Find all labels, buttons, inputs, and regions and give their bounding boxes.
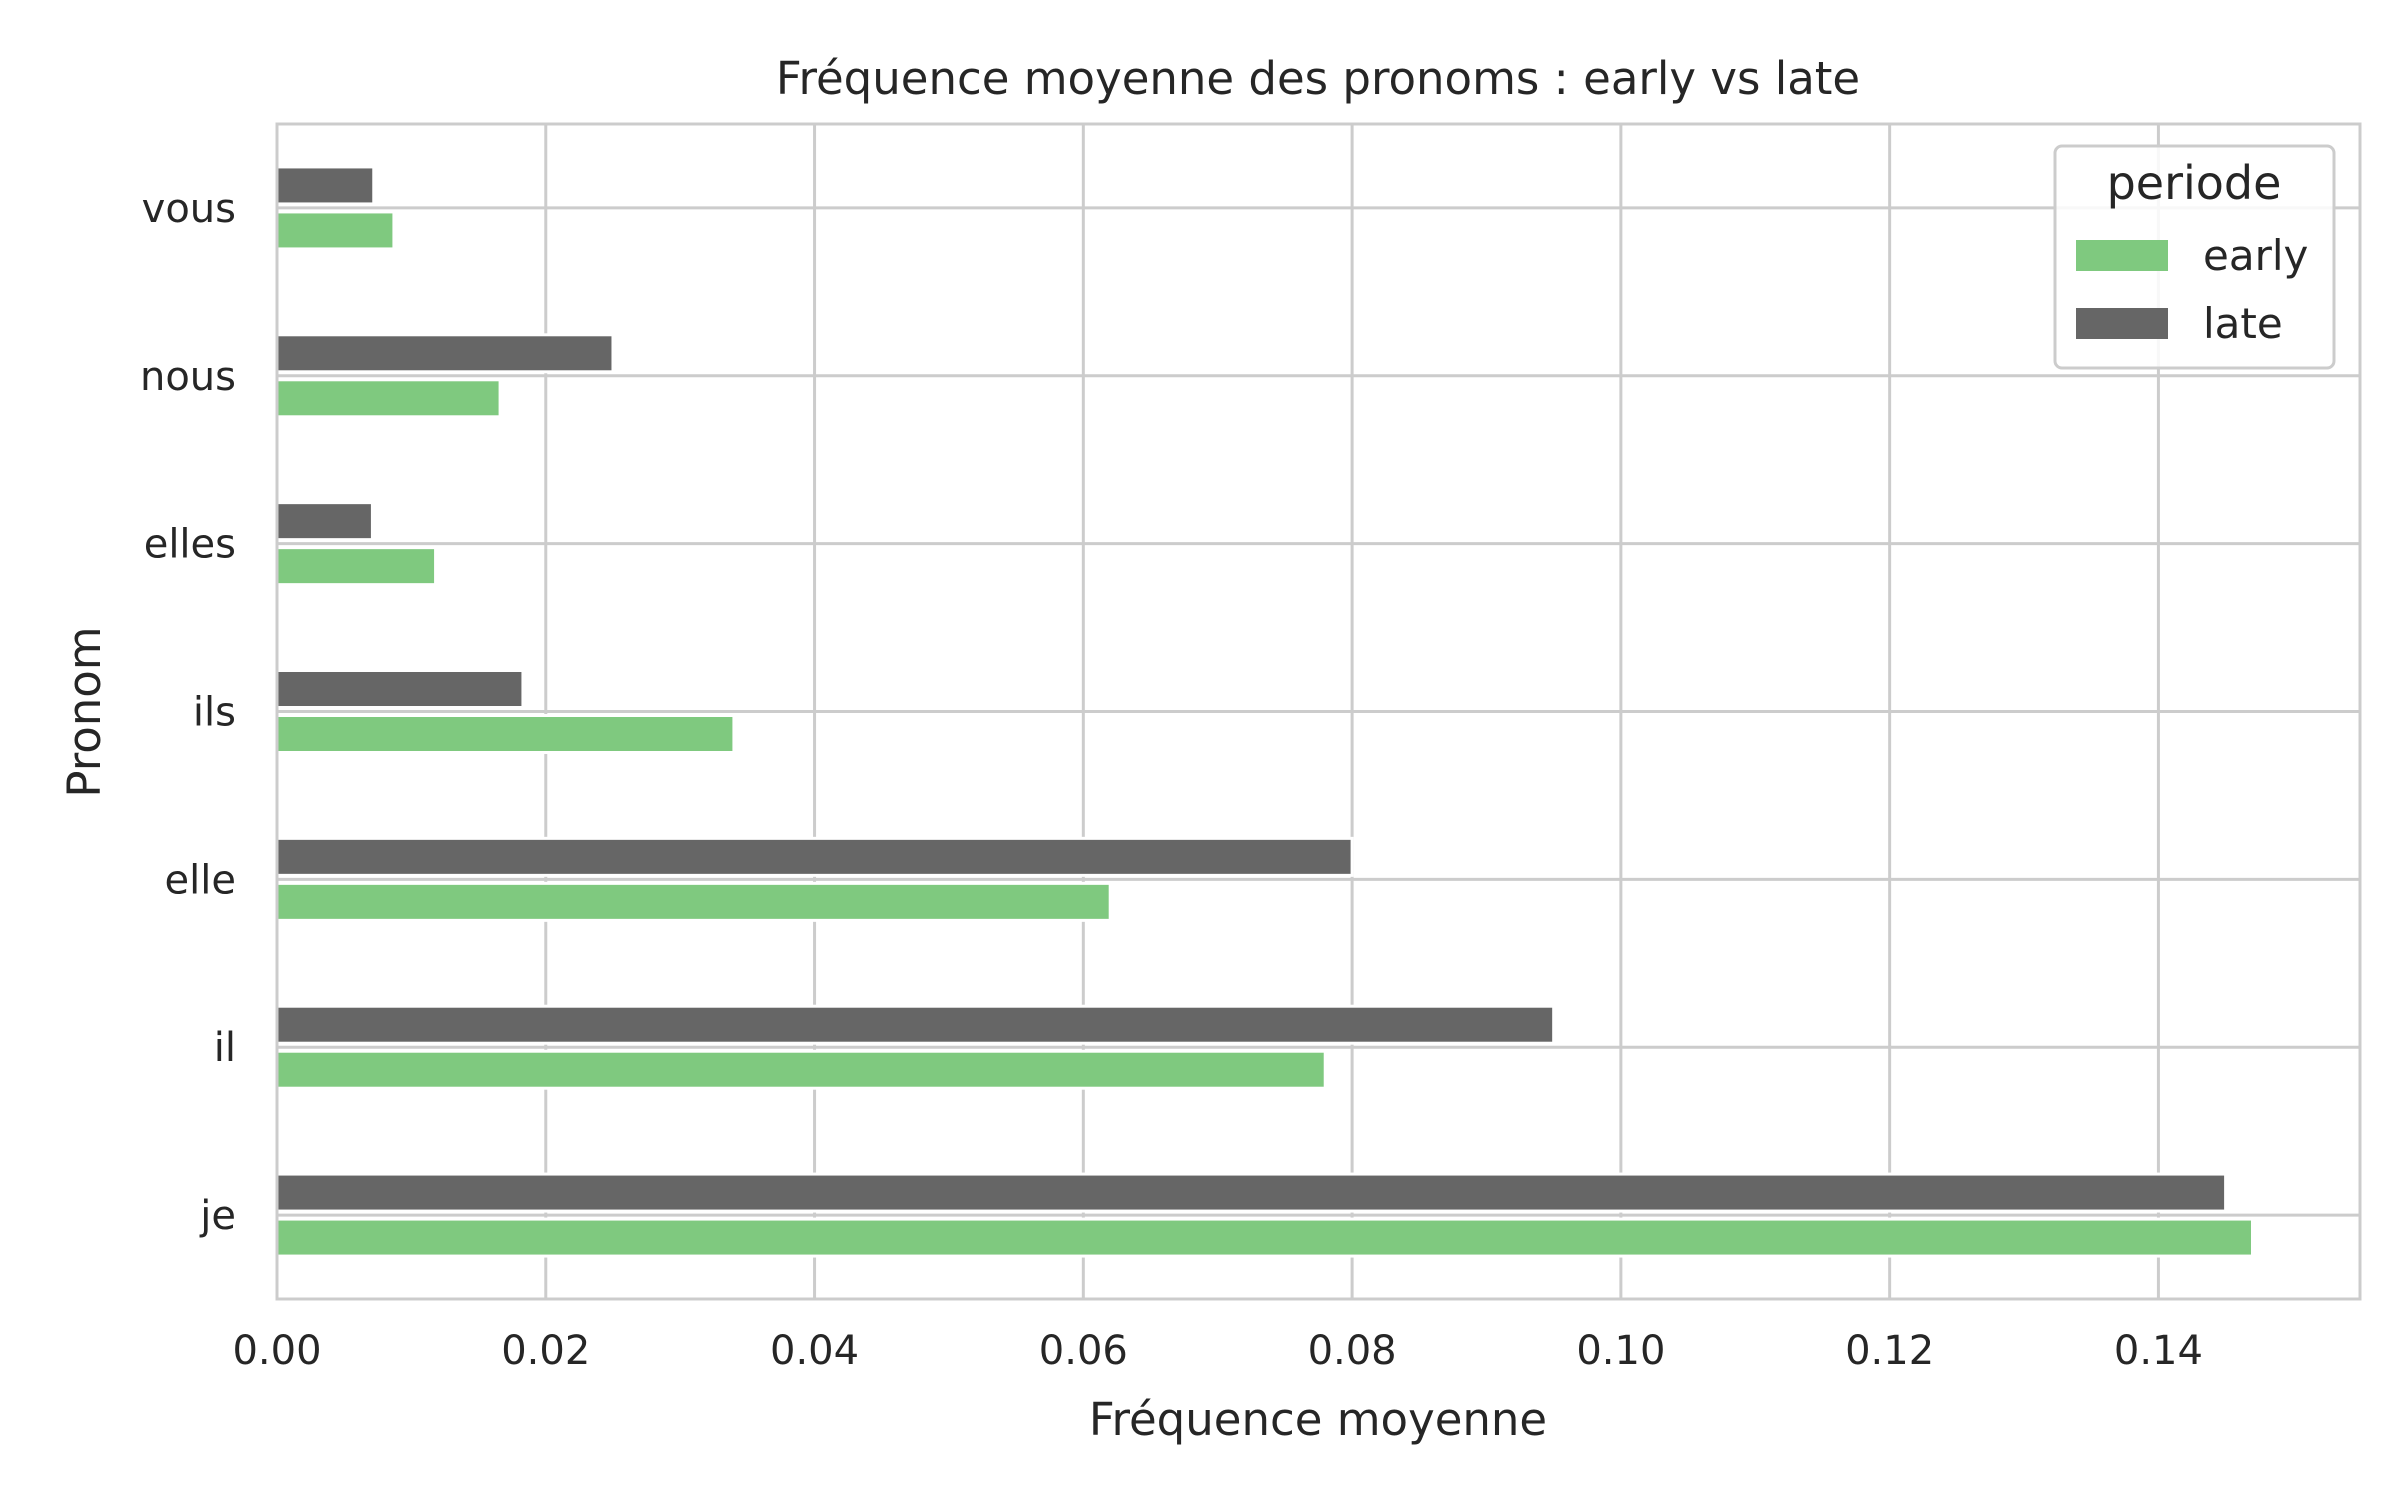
legend-label-early: early (2203, 231, 2308, 280)
y-tick-label: ils (193, 690, 236, 736)
y-tick-label: nous (140, 354, 236, 400)
bar-early-ils (275, 714, 736, 754)
bar-early-nous (275, 378, 502, 419)
legend: periode early late (2053, 144, 2336, 370)
y-tick-labels: je il elle ils elles nous vous (140, 186, 236, 1239)
bar-early-il (275, 1049, 1327, 1090)
bar-late-je (275, 1172, 2228, 1213)
y-axis-label: Pronom (58, 626, 111, 797)
x-tick-label: 0.14 (2114, 1328, 2203, 1374)
plot-frame (275, 122, 2362, 1301)
x-tick-label: 0.08 (1308, 1328, 1397, 1374)
y-tick-label: vous (142, 186, 236, 232)
bar-late-il (275, 1004, 1556, 1045)
y-tick-label: il (214, 1025, 236, 1071)
legend-label-late: late (2203, 299, 2283, 348)
y-tick-label: je (199, 1193, 236, 1239)
bar-late-ils (275, 669, 525, 709)
legend-swatch-late (2076, 308, 2168, 339)
x-tick-label: 0.02 (501, 1328, 590, 1374)
bar-early-elles (275, 546, 438, 587)
grid (275, 124, 2360, 1299)
x-tick-label: 0.00 (232, 1328, 321, 1374)
legend-title: periode (2107, 156, 2282, 210)
x-axis-label: Fréquence moyenne (1089, 1393, 1547, 1446)
x-tick-label: 0.04 (770, 1328, 859, 1374)
bar-early-je (275, 1217, 2254, 1258)
x-tick-label: 0.10 (1576, 1328, 1665, 1374)
y-tick-label: elle (165, 857, 236, 903)
x-tick-label: 0.12 (1845, 1328, 1934, 1374)
legend-swatch-early (2076, 240, 2168, 271)
bar-late-elles (275, 501, 374, 542)
bar-late-elle (275, 836, 1354, 877)
x-tick-label: 0.06 (1039, 1328, 1128, 1374)
bar-early-elle (275, 881, 1112, 922)
bars (275, 165, 2254, 1258)
bar-early-vous (275, 210, 396, 251)
bar-late-nous (275, 333, 615, 374)
bar-late-vous (275, 165, 376, 206)
x-tick-labels: 0.00 0.02 0.04 0.06 0.08 0.10 0.12 0.14 (232, 1328, 2202, 1374)
y-tick-label: elles (144, 522, 236, 568)
legend-entries: early late (2076, 231, 2308, 348)
chart-title: Fréquence moyenne des pronoms : early vs… (776, 52, 1860, 105)
